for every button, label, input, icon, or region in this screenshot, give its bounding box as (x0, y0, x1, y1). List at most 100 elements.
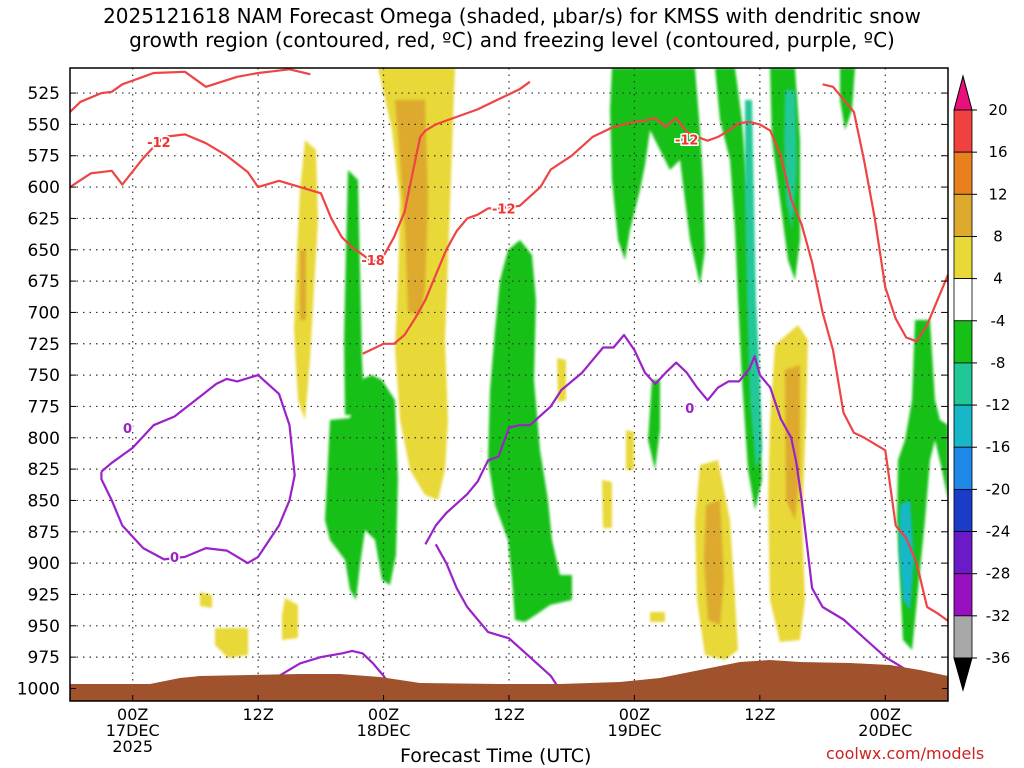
colorbar-segment (953, 446, 973, 490)
omega-teal-region (745, 100, 762, 470)
x-tick-label: 00Z (619, 705, 650, 724)
y-tick-label: 900 (28, 554, 60, 574)
contour-label: 0 (170, 551, 179, 566)
x-tick-label: 00Z (870, 705, 901, 724)
y-tick-label: 600 (28, 178, 60, 198)
colorbar-segment (953, 193, 973, 237)
y-tick-label: 625 (28, 209, 60, 229)
y-tick-label: 875 (28, 523, 60, 543)
x-tick-label: 00Z (368, 705, 399, 724)
contour-labels: -12 -18 -12 -12 0 0 0 (121, 132, 699, 567)
dendritic-mid-red-contour (362, 116, 948, 622)
y-tick-label: 525 (28, 84, 60, 104)
colorbar-label: 4 (993, 270, 1003, 288)
colorbar-label: -16 (986, 438, 1011, 456)
x-tick-label: 17DEC (106, 721, 160, 740)
omega-yellow-region (650, 612, 665, 622)
omega-yellow-region (215, 628, 248, 658)
colorbar-segment (953, 236, 973, 280)
omega-yellow-region (557, 358, 566, 402)
x-tick-label: 12Z (242, 705, 273, 724)
colorbar-segment (953, 278, 973, 322)
x-tick-label: 00Z (117, 705, 148, 724)
freezing-bottom-purple-contour (257, 649, 395, 694)
terrain-ground (70, 660, 948, 701)
omega-green-region (344, 170, 365, 415)
omega-green-region (840, 68, 855, 130)
colorbar-top-arrow (953, 74, 973, 111)
y-tick-label: 775 (28, 397, 60, 417)
colorbar-segment (953, 109, 973, 153)
y-tick-label: 1000 (17, 679, 60, 699)
contour-label: 0 (123, 422, 132, 437)
omega-yellow-region (626, 430, 634, 470)
contour-label: -12 (492, 203, 516, 218)
chart-title-line2: growth region (contoured, red, ºC) and f… (129, 28, 895, 52)
y-tick-label: 825 (28, 460, 60, 480)
contour-label: 0 (685, 402, 694, 417)
omega-green-region (325, 375, 398, 600)
x-tick-label: 18DEC (357, 721, 411, 740)
y-tick-label: 950 (28, 617, 60, 637)
shaded-omega-field (200, 68, 948, 660)
colorbar-segment (953, 320, 973, 364)
colorbar-label: 8 (993, 227, 1003, 245)
chart-title: 2025121618 NAM Forecast Omega (shaded, µ… (0, 4, 1024, 52)
colorbar-label: -32 (986, 607, 1011, 625)
x-tick-label: 12Z (744, 705, 775, 724)
y-tick-label: 800 (28, 429, 60, 449)
omega-yellow-region (282, 598, 298, 640)
colorbar-segment (953, 151, 973, 195)
freezing-main-purple-contour (424, 333, 948, 687)
colorbar-label: 16 (988, 143, 1007, 161)
colorbar-segment (953, 573, 973, 617)
colorbar-segment (953, 404, 973, 448)
colorbar-label: -36 (986, 649, 1011, 667)
y-tick-label: 750 (28, 366, 60, 386)
colorbar-label: -20 (986, 480, 1011, 498)
y-tick-label: 975 (28, 648, 60, 668)
pressure-axis: 525 550 575 600 625 650 675 700 725 750 775 800 825 8… (17, 84, 948, 699)
omega-teal-region (784, 90, 797, 230)
omega-orange-core (300, 250, 306, 320)
x-tick-label: 20DEC (858, 721, 912, 740)
colorbar-label: 20 (988, 101, 1007, 119)
contour-lines (70, 68, 948, 694)
omega-yellow-region (602, 480, 612, 528)
dendritic-right-red-contour (822, 83, 948, 343)
colorbar-label: -12 (986, 396, 1011, 414)
omega-orange-core (395, 100, 428, 315)
contour-label: -12 (675, 134, 699, 149)
omega-yellow-region (200, 592, 212, 608)
colorbar: 20 16 12 8 4 -4 -8 -12 -16 -20 -24 -28 -32 -36 (953, 74, 1011, 692)
colorbar-label: -8 (991, 354, 1006, 372)
colorbar-segment (953, 362, 973, 406)
contour-label: -12 (147, 136, 171, 151)
colorbar-label: -24 (986, 523, 1011, 541)
omega-green-region (610, 68, 705, 285)
y-tick-label: 675 (28, 272, 60, 292)
y-tick-label: 725 (28, 335, 60, 355)
contour-label: -18 (361, 254, 385, 269)
y-tick-label: 850 (28, 491, 60, 511)
y-tick-label: 650 (28, 241, 60, 261)
colorbar-label: -28 (986, 565, 1011, 583)
x-axis-title: Forecast Time (UTC) (400, 745, 592, 767)
dendritic-lower-red-contour (70, 80, 531, 264)
x-tick-label: 2025 (112, 737, 153, 756)
omega-green-region (648, 380, 660, 470)
grid-lines (70, 68, 948, 701)
y-tick-label: 925 (28, 585, 60, 605)
colorbar-label: -4 (991, 312, 1006, 330)
colorbar-segment (953, 488, 973, 532)
credit-link[interactable]: coolwx.com/models (826, 744, 985, 763)
freezing-lower-purple-contour (434, 543, 563, 693)
y-tick-label: 550 (28, 115, 60, 135)
dendritic-upper-red-contour (70, 68, 311, 113)
y-tick-label: 700 (28, 303, 60, 323)
freezing-left-purple-contour (100, 374, 296, 565)
colorbar-label: 12 (988, 185, 1007, 203)
colorbar-bottom-arrow (953, 657, 973, 692)
